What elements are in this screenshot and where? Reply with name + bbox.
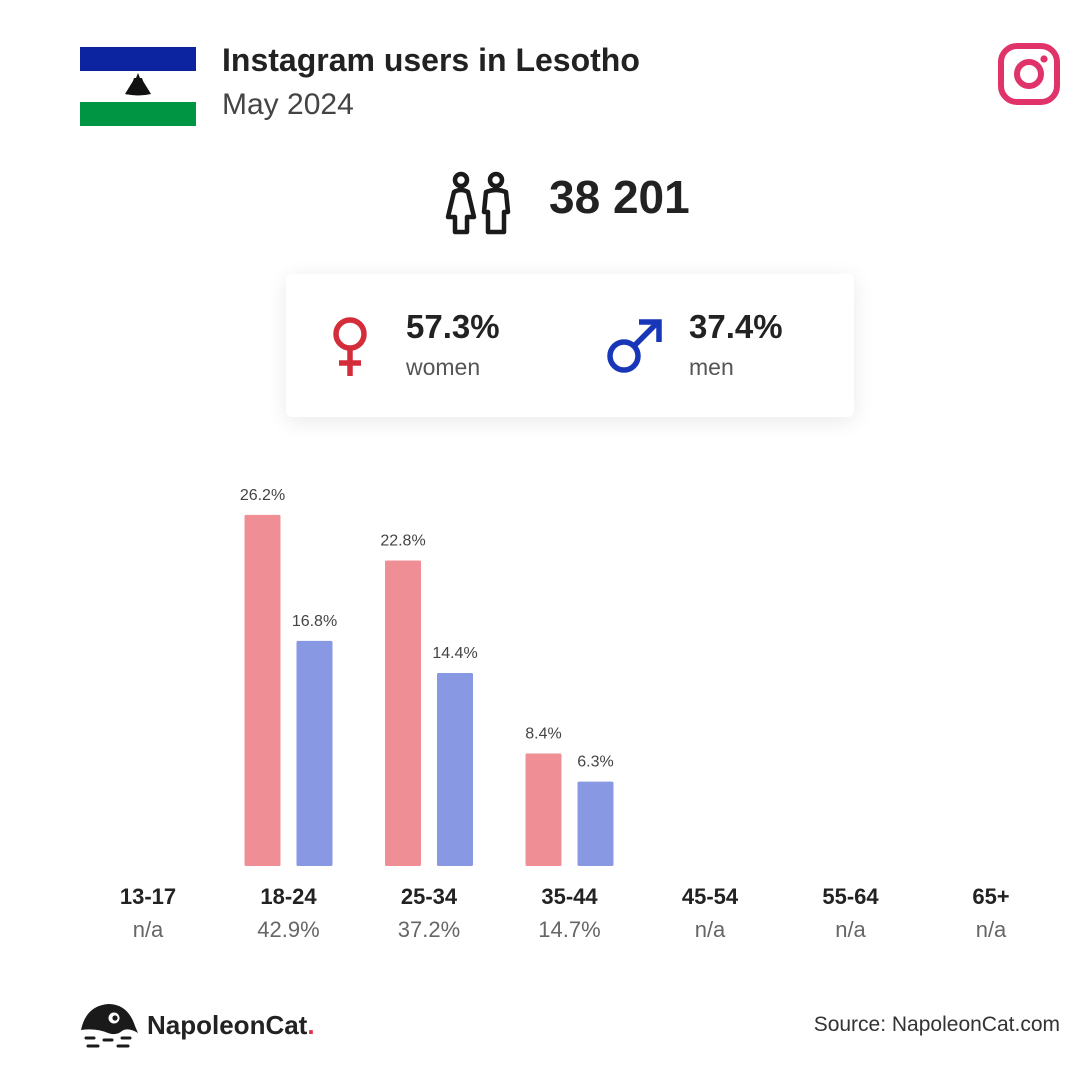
category-total-18-24: 42.9% [257,917,320,942]
category-label-65+: 65+ [972,884,1010,909]
category-label-25-34: 25-34 [400,884,458,909]
men-label: men [689,354,734,380]
category-total-55-64: n/a [835,917,866,942]
brand-name: NapoleonCat. [147,1010,315,1040]
data-label-men-25-34: 14.4% [432,645,477,662]
source-credit: Source: NapoleonCat.com [813,1013,1060,1036]
data-label-women-25-34: 22.8% [380,532,425,549]
category-label-18-24: 18-24 [260,884,317,909]
page-title: Instagram users in Lesotho [222,42,640,78]
women-label: women [406,354,481,380]
data-label-men-18-24: 16.8% [292,613,337,630]
category-label-45-54: 45-54 [681,884,739,909]
category-label-13-17: 13-17 [119,884,177,909]
age-gender-bar-chart: 26.2% 16.8% 22.8% 14.4% 8.4% 6.3% [240,487,614,866]
users-icon [445,171,511,235]
lesotho-flag-icon [80,47,196,126]
category-label-35-44: 35-44 [541,884,598,909]
total-users-count: 38 201 [549,171,690,223]
men-percentage: 37.4% [689,308,783,345]
page-subtitle: May 2024 [222,88,354,121]
women-percentage: 57.3% [406,308,500,345]
bar-women-25-34 [385,560,421,866]
gender-split-card: 57.3% women 37.4% men [286,274,854,417]
category-total-35-44: 14.7% [538,917,601,942]
bar-women-35-44 [525,753,562,866]
instagram-icon [998,43,1060,105]
bar-men-35-44 [577,781,614,866]
category-total-65+: n/a [975,917,1007,942]
data-label-men-35-44: 6.3% [577,754,613,771]
data-label-women-35-44: 8.4% [525,725,561,742]
category-label-55-64: 55-64 [822,884,879,909]
data-label-women-18-24: 26.2% [240,487,285,504]
napoleoncat-logo-icon [81,1004,138,1048]
bar-men-18-24 [296,640,333,866]
category-total-45-54: n/a [694,917,726,942]
category-total-13-17: n/a [132,917,164,942]
bar-men-25-34 [437,673,473,866]
bar-women-18-24 [244,514,281,866]
male-symbol-icon [607,319,662,373]
category-total-25-34: 37.2% [397,917,461,942]
female-symbol-icon [333,317,367,376]
